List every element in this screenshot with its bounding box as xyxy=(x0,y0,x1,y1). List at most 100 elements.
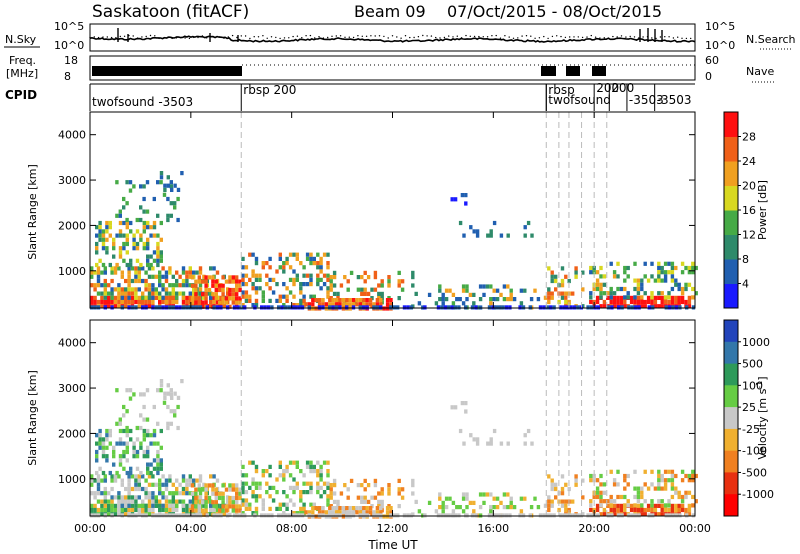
colorbar-tick-label: 1000 xyxy=(742,336,770,349)
data-cell xyxy=(261,506,265,511)
data-cell xyxy=(299,298,303,303)
data-cell xyxy=(171,491,175,496)
velocity-x-axis: 00:00 04:00 08:00 12:00 16:00 20:00 00:00 xyxy=(74,320,711,535)
data-cell xyxy=(427,292,432,297)
data-cell xyxy=(107,499,111,504)
data-cell xyxy=(460,401,465,406)
noise-search-point xyxy=(590,34,592,37)
data-cell xyxy=(197,279,201,284)
noise-left-label: N.Sky xyxy=(5,33,37,46)
data-cell xyxy=(643,261,647,266)
data-cell xyxy=(151,274,155,279)
data-cell xyxy=(192,305,196,310)
data-cell xyxy=(100,295,104,300)
data-cell xyxy=(164,499,169,504)
data-cell xyxy=(146,220,150,226)
data-cell xyxy=(319,464,323,469)
data-cell xyxy=(176,217,180,223)
data-cell xyxy=(122,441,126,446)
data-cell xyxy=(547,499,551,504)
data-cell xyxy=(192,287,196,292)
data-cell xyxy=(508,305,512,310)
data-cell xyxy=(254,494,259,499)
data-cell xyxy=(619,286,624,292)
data-cell xyxy=(215,299,220,305)
data-cell xyxy=(147,295,152,300)
data-cell xyxy=(653,512,658,517)
data-cell xyxy=(192,499,196,504)
data-cell xyxy=(554,274,558,279)
data-cell xyxy=(589,473,593,479)
data-cell xyxy=(144,270,148,275)
data-cell xyxy=(417,509,422,514)
data-cell xyxy=(478,297,483,302)
data-cell xyxy=(221,275,225,280)
data-cell xyxy=(260,305,264,310)
data-cell xyxy=(464,513,468,518)
data-cell xyxy=(100,512,104,517)
colorbar-swatch xyxy=(724,320,738,343)
data-cell xyxy=(108,220,112,226)
data-cell xyxy=(164,507,169,513)
data-cell xyxy=(360,275,364,280)
data-cell xyxy=(633,261,637,266)
data-cell xyxy=(139,262,143,268)
data-cell xyxy=(288,277,293,282)
data-cell xyxy=(178,291,182,296)
data-cell xyxy=(602,274,607,279)
noise-search-trace xyxy=(89,34,692,40)
cpid-segment-label: rbsp 200 xyxy=(243,83,296,97)
data-cell xyxy=(261,498,265,503)
data-cell xyxy=(151,295,155,300)
data-cell xyxy=(103,295,107,300)
data-cell xyxy=(204,275,208,280)
data-cell xyxy=(338,510,342,515)
data-cell xyxy=(560,295,565,300)
data-cell xyxy=(380,279,384,284)
colorbar-swatch xyxy=(724,161,738,186)
data-cell xyxy=(100,491,104,496)
data-cell xyxy=(351,302,356,307)
data-cell xyxy=(271,277,276,282)
data-cell xyxy=(158,295,162,300)
data-cell xyxy=(209,291,213,296)
data-cell xyxy=(243,513,247,518)
data-cell xyxy=(168,474,172,479)
data-cell xyxy=(254,498,259,503)
data-cell xyxy=(254,273,259,278)
data-cell xyxy=(146,466,150,471)
data-cell xyxy=(154,274,158,279)
data-cell xyxy=(302,282,306,287)
data-cell xyxy=(358,305,362,310)
data-cell xyxy=(164,513,169,518)
data-cell xyxy=(127,486,131,492)
data-cell xyxy=(231,292,235,297)
data-cell xyxy=(263,305,267,310)
data-cell xyxy=(552,513,556,518)
data-cell xyxy=(173,183,177,188)
data-cell xyxy=(599,494,603,500)
data-cell xyxy=(159,383,164,388)
data-cell xyxy=(103,266,107,271)
data-cell xyxy=(389,513,393,518)
data-cell xyxy=(379,513,383,518)
data-cell xyxy=(444,496,449,501)
data-cell xyxy=(166,217,170,223)
data-cell xyxy=(674,503,678,508)
data-cell xyxy=(268,485,272,490)
data-cell xyxy=(215,507,220,513)
noise-left-tick-bottom: 10^0 xyxy=(54,39,84,52)
data-cell xyxy=(130,513,135,518)
data-cell xyxy=(486,233,490,238)
data-cell xyxy=(506,492,510,497)
data-cell xyxy=(650,469,654,474)
data-cell xyxy=(122,205,126,210)
data-cell xyxy=(694,499,698,504)
data-cell xyxy=(268,286,272,291)
colorbar-swatch xyxy=(724,259,738,284)
data-cell xyxy=(185,283,189,288)
data-cell xyxy=(207,275,212,280)
data-cell xyxy=(181,474,186,479)
data-cell xyxy=(461,492,466,497)
data-cell xyxy=(338,513,342,518)
